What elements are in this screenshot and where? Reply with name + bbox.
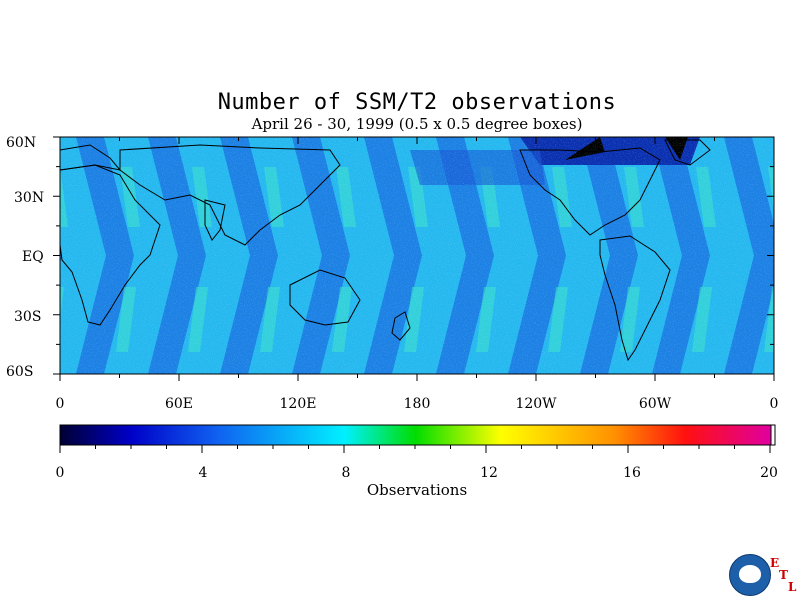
colorbar-tick-12: 12 xyxy=(480,465,498,481)
colorbar xyxy=(59,424,772,446)
noaa-logo-icon xyxy=(729,554,771,596)
etl-letter-e: E xyxy=(770,556,780,570)
colorbar-tick-8: 8 xyxy=(342,465,351,481)
lon-label-120w: 120W xyxy=(515,396,557,412)
lon-label-120e: 120E xyxy=(280,396,317,412)
lat-label-60n: 60N xyxy=(6,135,36,151)
etl-letter-t: T xyxy=(779,568,788,582)
lon-label-60e: 60E xyxy=(165,396,193,412)
colorbar-ticks xyxy=(59,445,771,453)
map-title: Number of SSM/T2 observations xyxy=(217,90,617,115)
lon-label-60w: 60W xyxy=(639,396,672,412)
lat-label-30n: 30N xyxy=(14,190,44,206)
map-subtitle: April 26 - 30, 1999 (0.5 x 0.5 degree bo… xyxy=(251,115,583,133)
lat-label-eq: EQ xyxy=(22,249,44,265)
etl-letter-l: L xyxy=(788,580,797,594)
colorbar-tick-16: 16 xyxy=(623,465,641,481)
lon-label-360: 0 xyxy=(770,396,779,412)
lon-label-0: 0 xyxy=(56,396,65,412)
map-ticks xyxy=(53,136,775,381)
lon-label-180: 180 xyxy=(404,396,431,412)
lat-label-60s: 60S xyxy=(6,364,33,380)
lat-label-30s: 30S xyxy=(14,309,41,325)
observation-field xyxy=(60,137,774,374)
colorbar-end xyxy=(770,424,776,446)
colorbar-tick-4: 4 xyxy=(199,465,208,481)
colorbar-tick-0: 0 xyxy=(56,465,65,481)
colorbar-label: Observations xyxy=(366,481,468,499)
colorbar-tick-20: 20 xyxy=(760,465,778,481)
